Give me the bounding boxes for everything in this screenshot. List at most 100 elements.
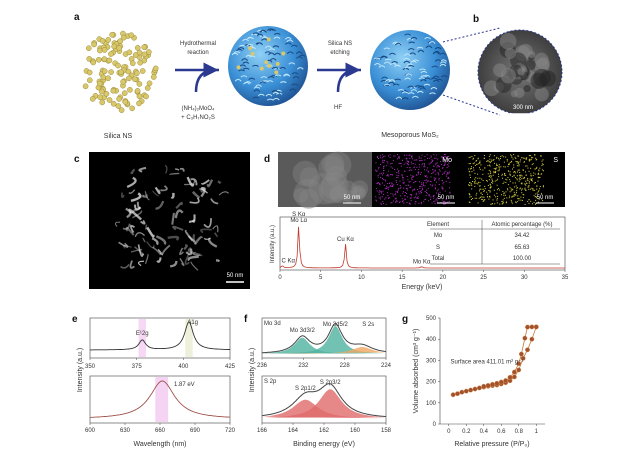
s-signal-dot	[473, 181, 475, 183]
nanosheet-contrast	[156, 257, 162, 263]
s-signal-dot	[538, 173, 540, 175]
s-signal-dot	[490, 186, 492, 188]
silica-particle	[105, 37, 112, 43]
s-signal-dot	[503, 161, 505, 163]
mo-signal-dot	[379, 184, 381, 186]
mo-signal-dot	[397, 158, 399, 160]
table-cell: 34.42	[514, 233, 530, 239]
xps-component-label: Mo 3d3/2	[290, 328, 316, 334]
mo-signal-dot	[376, 155, 378, 157]
s-signal-dot	[538, 198, 540, 200]
mo-signal-dot	[375, 196, 377, 198]
mo-signal-dot	[407, 161, 409, 163]
s-signal-dot	[524, 187, 526, 189]
dark-field-grain	[350, 186, 364, 200]
mo-signal-dot	[430, 156, 432, 158]
desorption-point	[533, 324, 539, 330]
mo-signal-dot	[417, 197, 419, 199]
mo-signal-dot	[378, 182, 380, 184]
mo-signal-dot	[422, 163, 424, 165]
mo-signal-dot	[379, 173, 381, 175]
mo-signal-dot	[404, 192, 406, 194]
mo-signal-dot	[418, 191, 420, 193]
mo-signal-dot	[423, 166, 425, 168]
nanosheet	[439, 52, 446, 56]
silica-particle	[95, 56, 102, 63]
s-signal-dot	[534, 196, 536, 198]
nanosheet	[424, 77, 431, 80]
mo-signal-dot	[408, 170, 410, 172]
silica-ns-label: Silica NS	[104, 133, 133, 140]
desorption-point	[518, 351, 524, 357]
nanosheet	[267, 28, 274, 31]
mo-signal-dot	[411, 179, 413, 181]
mo-signal-dot	[420, 192, 422, 194]
s-signal-dot	[533, 172, 535, 174]
s-signal-dot	[489, 154, 491, 156]
nanosheet-contrast	[201, 179, 210, 185]
mo-signal-dot	[383, 156, 385, 158]
mo-signal-dot	[431, 185, 433, 187]
s-signal-dot	[523, 194, 525, 196]
mo-signal-dot	[417, 172, 419, 174]
s-signal-dot	[493, 189, 495, 191]
mo-signal-dot	[409, 157, 411, 159]
mo-signal-dot	[384, 198, 386, 200]
x-tick-label: 375	[132, 364, 143, 370]
s-signal-dot	[478, 163, 480, 165]
mo-signal-dot	[380, 163, 382, 165]
adsorption-point	[463, 388, 469, 394]
s-signal-dot	[489, 170, 491, 172]
nanosheet	[403, 60, 411, 64]
mo-signal-dot	[405, 188, 407, 190]
s-signal-dot	[517, 198, 519, 200]
silica-particle	[90, 59, 97, 66]
silica-particle	[86, 77, 93, 83]
s-signal-dot	[515, 201, 517, 203]
panel-label-b: b	[473, 14, 479, 25]
mo-signal-dot	[412, 189, 414, 191]
mo-signal-dot	[442, 183, 444, 185]
nanosheet	[394, 42, 402, 46]
silica-particle	[109, 31, 115, 38]
adsorption-point	[450, 392, 456, 398]
nanosheet	[410, 60, 417, 63]
eds-y-axis-label: Intensity (a.u.)	[270, 225, 276, 263]
s-signal-dot	[511, 188, 513, 190]
s-signal-dot	[530, 200, 532, 202]
mo-signal-dot	[387, 195, 389, 197]
a1g-highlight	[185, 319, 193, 357]
mo-signal-dot	[382, 201, 384, 203]
s-signal-dot	[475, 160, 477, 162]
s-signal-dot	[468, 185, 470, 187]
s-signal-dot	[503, 174, 505, 176]
s-signal-dot	[480, 188, 482, 190]
s-signal-dot	[495, 196, 497, 198]
mo-signal-dot	[401, 201, 403, 203]
nanosheet-contrast	[137, 260, 144, 267]
mo-signal-dot	[447, 155, 449, 157]
s-signal-dot	[536, 166, 538, 168]
s-signal-dot	[502, 177, 504, 179]
x-tick-label: 160	[350, 428, 361, 434]
s-signal-dot	[526, 165, 528, 167]
nanosheet	[416, 90, 424, 94]
mo-signal-dot	[407, 179, 409, 181]
mo-signal-dot	[430, 181, 432, 183]
mo-signal-dot	[402, 177, 404, 179]
mo-signal-dot	[406, 196, 408, 198]
mo-signal-dot	[410, 194, 412, 196]
s-signal-dot	[506, 188, 508, 190]
nanosheet	[291, 83, 299, 86]
s-signal-dot	[492, 203, 494, 205]
mo-signal-dot	[434, 203, 436, 205]
mo-signal-dot	[442, 188, 444, 190]
s-signal-dot	[472, 181, 474, 183]
x-tick-label: 224	[381, 363, 392, 369]
s-signal-dot	[484, 167, 486, 169]
mo-signal-dot	[425, 175, 427, 177]
s-signal-dot	[500, 156, 502, 158]
silica-particle	[120, 34, 127, 41]
mo-signal-dot	[410, 200, 412, 202]
mo-signal-dot	[401, 174, 403, 176]
